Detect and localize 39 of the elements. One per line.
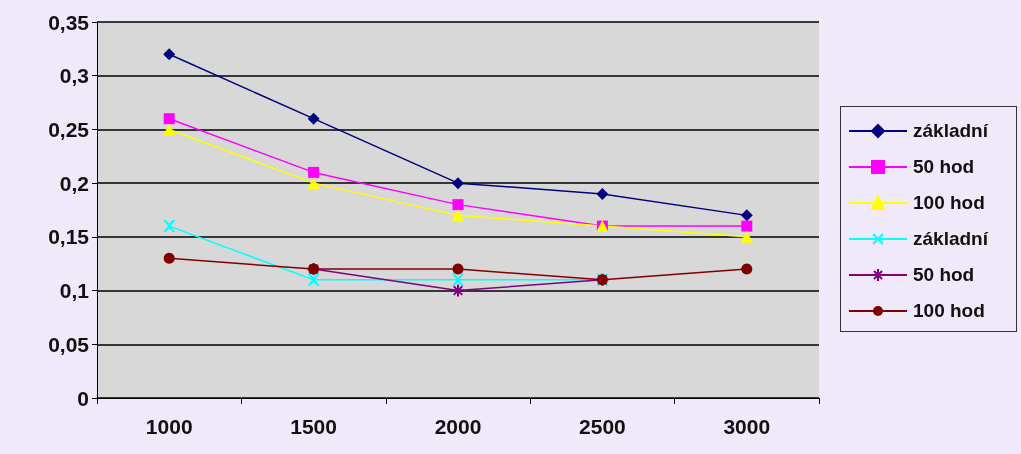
- y-tick-label: 0,15: [48, 225, 90, 249]
- legend-label: 50 hod: [913, 264, 975, 286]
- y-tick-label: 0,3: [59, 64, 89, 88]
- point: [163, 48, 176, 61]
- point: [740, 230, 753, 243]
- legend-label: základní: [913, 228, 988, 250]
- point: [163, 252, 175, 264]
- point: [741, 263, 753, 275]
- x-tick-label: 2500: [579, 415, 626, 438]
- x-tick-label: 3000: [723, 415, 771, 438]
- point: [307, 177, 320, 190]
- point: [307, 273, 320, 286]
- point: [163, 220, 176, 233]
- y-tick-label: 0,25: [48, 117, 90, 141]
- point: [308, 166, 320, 178]
- point: [452, 273, 464, 286]
- y-tick-label: 0,1: [59, 279, 90, 303]
- point: [740, 209, 753, 222]
- legend-label: 100 hod: [913, 300, 985, 322]
- point: [452, 263, 464, 275]
- x-tick-label: 1500: [290, 415, 337, 438]
- point: [596, 187, 609, 200]
- legend-label: 100 hod: [913, 192, 985, 214]
- point: [452, 199, 464, 211]
- point: [452, 177, 464, 190]
- y-tick-label: 0,35: [48, 10, 90, 34]
- point: [452, 284, 464, 297]
- point: [452, 209, 464, 222]
- x-tick-label: 2000: [434, 415, 482, 438]
- point: [307, 112, 320, 125]
- y-tick-label: 0,2: [59, 171, 89, 195]
- legend-label: 50 hod: [913, 156, 975, 178]
- point: [741, 220, 753, 232]
- x-tick-label: 1000: [145, 415, 193, 438]
- point: [163, 123, 176, 136]
- point: [163, 113, 175, 125]
- y-tick-label: 0,05: [48, 332, 90, 356]
- legend-label: základní: [913, 120, 988, 142]
- y-tick-label: 0: [77, 386, 89, 410]
